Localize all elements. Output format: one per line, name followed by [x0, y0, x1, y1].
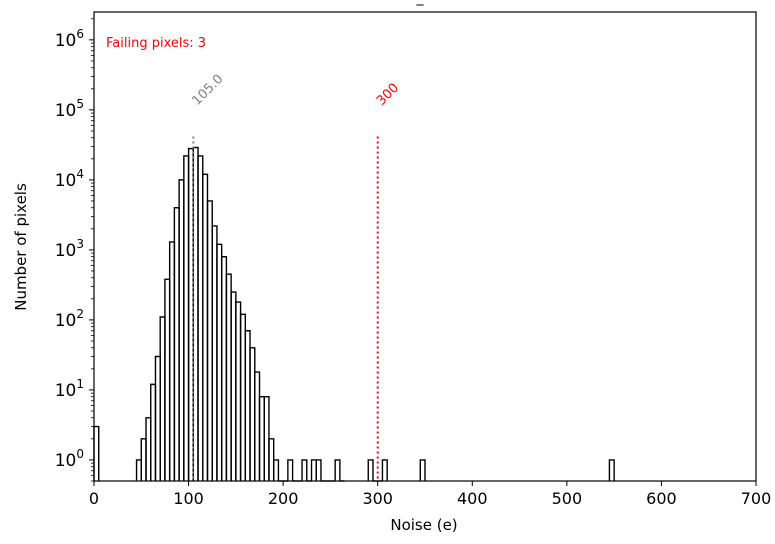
- histogram-bin: [334, 459, 341, 481]
- y-axis-label: Number of pixels: [12, 183, 30, 311]
- y-axis: 100 101 102 103 104 105 106: [55, 18, 94, 482]
- histogram-bin: [301, 459, 308, 481]
- y-tick-label: 104: [55, 167, 84, 191]
- failing-pixels-annotation: Failing pixels: 3: [106, 36, 206, 51]
- x-axis: 0 100 200 300 400 500 600 700: [89, 481, 771, 508]
- histogram-bin: [608, 459, 615, 481]
- histogram-bin: [419, 459, 426, 481]
- histogram-bin: [381, 459, 388, 481]
- y-tick-label: 100: [55, 447, 84, 471]
- y-tick-label: 106: [55, 27, 84, 51]
- y-tick-label: 101: [55, 377, 84, 401]
- plot-background: [94, 12, 756, 481]
- y-tick-label: 105: [55, 97, 84, 121]
- histogram-bin: [287, 459, 294, 481]
- histogram-bin: [367, 459, 374, 481]
- histogram-bin: [315, 459, 322, 481]
- x-axis-label: Noise (e): [390, 516, 457, 534]
- plot-frame: [93, 11, 757, 482]
- y-tick-label: 102: [55, 307, 84, 331]
- x-tick-label: 600: [646, 489, 677, 508]
- plot-area: 105.0 300: [93, 11, 757, 482]
- x-tick-label: 300: [362, 489, 393, 508]
- x-tick-label: 100: [173, 489, 204, 508]
- histogram-bin: [272, 459, 280, 481]
- y-tick-label: 103: [55, 237, 84, 261]
- x-tick-label: 200: [268, 489, 299, 508]
- x-tick-label: 0: [89, 489, 99, 508]
- chart-title: _: [416, 0, 425, 6]
- x-tick-label: 400: [457, 489, 488, 508]
- x-tick-label: 500: [552, 489, 583, 508]
- x-tick-label: 700: [741, 489, 772, 508]
